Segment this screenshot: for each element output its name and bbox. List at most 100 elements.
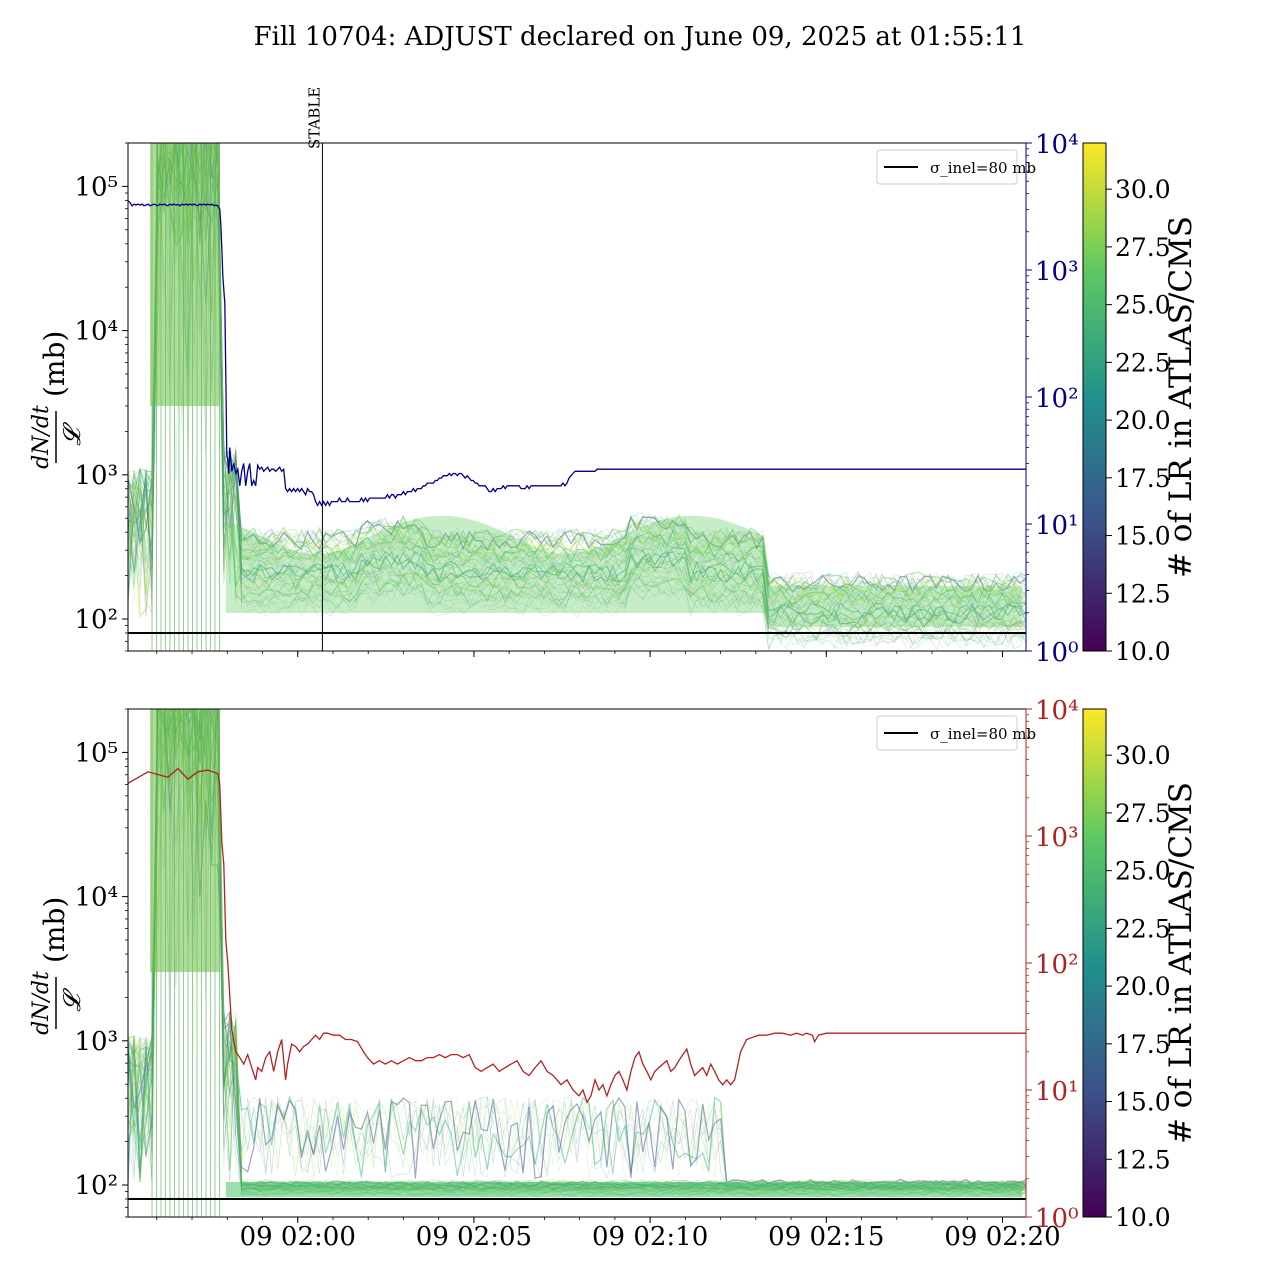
rate-curve [128, 709, 1026, 1185]
colorbar-tick-label: 22.5 [1115, 348, 1171, 377]
colorbar-tick-label: 30.0 [1115, 741, 1171, 770]
rate-curve [128, 709, 1026, 1185]
y-axis-label: dN/dt 𝓛 (mb) [29, 331, 86, 469]
rate-curve [128, 143, 1026, 591]
rate-curve [128, 143, 1026, 592]
x-tick-label: 09 02:05 [416, 1222, 532, 1252]
colorbar-tick-label: 15.0 [1115, 522, 1171, 551]
rate-curve [128, 143, 1026, 651]
rate-curve [128, 143, 1026, 647]
legend-box [876, 149, 1018, 185]
colorbar-tick-label: 10.0 [1115, 637, 1171, 666]
rate-curve [128, 143, 1026, 596]
legend-box [876, 715, 1018, 751]
rate-curve [128, 143, 1026, 601]
rate-curve [128, 143, 1026, 616]
rate-curve [128, 709, 1026, 1186]
right-y-tick-label: 10⁰ [1035, 1204, 1079, 1234]
rate-curve [128, 143, 1026, 613]
right-y-tick-label: 10⁰ [1035, 638, 1079, 668]
rate-curve [128, 143, 1026, 599]
rate-curve [128, 143, 1026, 646]
rate-curve [128, 143, 1026, 593]
y-label-denominator: 𝓛 [58, 988, 86, 1012]
colorbar-gradient [1082, 142, 1107, 652]
right-y-tick-label: 10³ [1035, 823, 1079, 853]
rate-curve [128, 143, 1026, 641]
rate-curve [128, 143, 1026, 646]
rate-curve [128, 143, 1026, 618]
rate-curve [128, 143, 1026, 630]
rate-curves [128, 143, 1026, 651]
rate-curve [128, 143, 1026, 630]
rate-curve [128, 143, 1026, 612]
rate-curve [128, 709, 1026, 1191]
stable-marker-label: STABLE [305, 87, 323, 149]
colorbar-tick-label: 27.5 [1115, 233, 1171, 262]
rate-curve [128, 143, 1026, 632]
colorbar-tick-label: 17.5 [1115, 1030, 1171, 1059]
rate-curve [128, 143, 1026, 595]
y-axis-label: dN/dt 𝓛 (mb) [29, 897, 86, 1035]
colorbar-tick-label: 10.0 [1115, 1203, 1171, 1232]
colorbar-label: # of LR in ATLAS/CMS [1163, 216, 1199, 578]
rate-curve [128, 143, 1026, 618]
rate-curve [128, 709, 1026, 1190]
colorbar-tick-label: 27.5 [1115, 799, 1171, 828]
rate-curve [128, 709, 1026, 1188]
rate-curve [128, 143, 1026, 606]
rate-curve [128, 143, 1026, 635]
rate-curve [128, 143, 1026, 618]
rate-curve [128, 143, 1026, 613]
y-label-unit: (mb) [38, 897, 71, 963]
y-label-numerator: dN/dt [29, 405, 54, 469]
y-label-denominator: 𝓛 [58, 422, 86, 446]
rate-curve [128, 143, 1026, 630]
colorbar-tick-label: 25.0 [1115, 291, 1171, 320]
colorbar-tick-label: 17.5 [1115, 464, 1171, 493]
legend: σ_inel=80 mb [876, 715, 1036, 751]
right-axis-series-line [128, 767, 1026, 1104]
rate-curve [128, 143, 1026, 611]
rate-band [225, 1182, 1023, 1198]
colorbar-label: # of LR in ATLAS/CMS [1163, 782, 1199, 1144]
x-tick-label: 09 02:10 [592, 1222, 708, 1252]
chart-title: Fill 10704: ADJUST declared on June 09, … [254, 22, 1027, 52]
colorbar: 10.0 12.5 15.0 17.5 20.0 22.5 25.0 27.5 30.0 # of… [1082, 142, 1199, 666]
panel-top: STABLE 10² 10³ 10⁴ 10⁵ 10⁰ 10¹ 10² 10³ 10⁴ dN/dt 𝓛 (… [29, 87, 1199, 668]
initial-rate-band [150, 143, 220, 407]
rate-curve [128, 143, 1026, 609]
rate-curve [128, 143, 1026, 601]
rate-curve [128, 709, 1026, 1187]
colorbar-tick-label: 15.0 [1115, 1088, 1171, 1117]
y-tick-label: 10² [74, 1171, 118, 1201]
legend-label: σ_inel=80 mb [930, 725, 1036, 743]
rate-curve [128, 143, 1026, 628]
colorbar: 10.0 12.5 15.0 17.5 20.0 22.5 25.0 27.5 30.0 # of… [1082, 708, 1199, 1232]
rate-curve [128, 709, 1026, 1186]
rate-curve [128, 143, 1026, 605]
panel-bottom: 10² 10³ 10⁴ 10⁵ 10⁰ 10¹ 10² 10³ 10⁴ 09 02:00 09 02… [29, 696, 1199, 1252]
y-tick-label: 10⁴ [74, 883, 118, 913]
rate-curve [128, 709, 1026, 1187]
x-tick-label: 09 02:00 [240, 1222, 356, 1252]
y-tick-label: 10³ [74, 1027, 118, 1057]
rate-curve [128, 709, 1026, 1187]
rate-curves [128, 709, 1026, 1217]
rate-curve [128, 143, 1026, 638]
rate-curve [128, 143, 1026, 636]
rate-curve [128, 143, 1026, 605]
rate-curve [128, 143, 1026, 634]
x-tick-label: 09 02:20 [944, 1222, 1060, 1252]
colorbar-tick-label: 22.5 [1115, 914, 1171, 943]
colorbar-tick-label: 25.0 [1115, 857, 1171, 886]
legend-label: σ_inel=80 mb [930, 159, 1036, 177]
rate-curve [128, 143, 1026, 611]
rate-curve [128, 709, 1026, 1187]
y-tick-label: 10⁴ [74, 317, 118, 347]
right-y-tick-label: 10¹ [1035, 511, 1079, 541]
right-y-tick-label: 10² [1035, 950, 1079, 980]
rate-curve [128, 143, 1026, 630]
colorbar-gradient [1082, 708, 1107, 1218]
